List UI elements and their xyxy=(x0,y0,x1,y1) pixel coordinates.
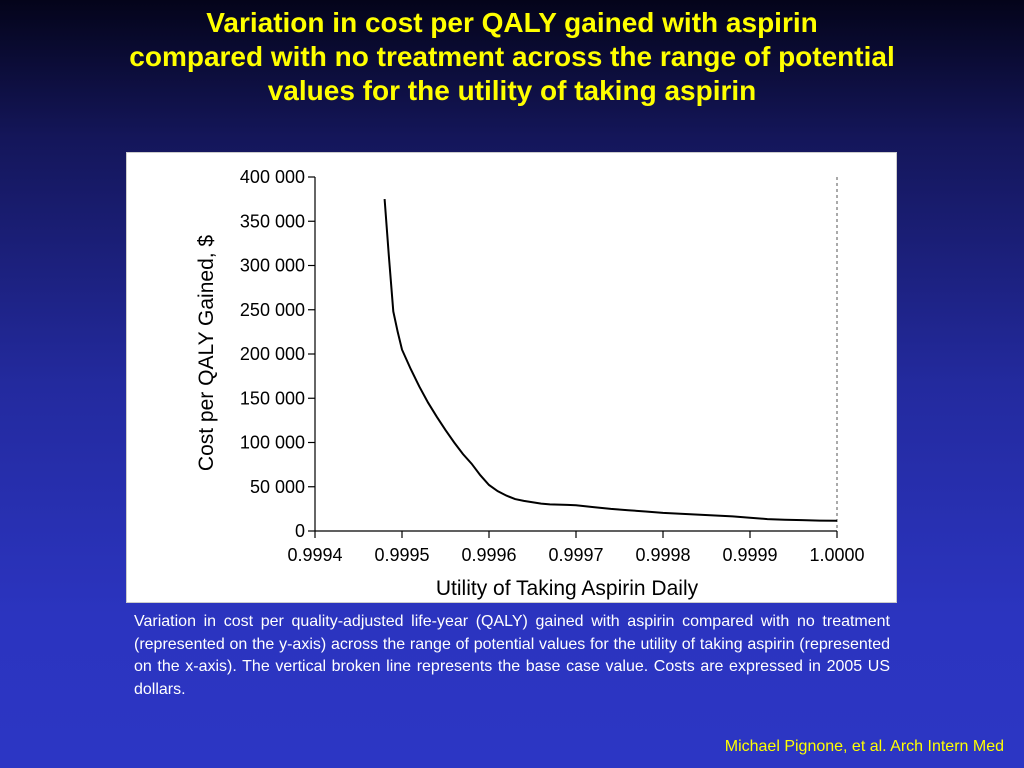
y-tick-label: 100 000 xyxy=(240,433,305,453)
x-tick-label: 0.9995 xyxy=(374,545,429,565)
chart-panel: 0 50 000 100 000 150 000 200 000 250 000 300 0… xyxy=(126,152,897,603)
y-tick-label: 200 000 xyxy=(240,344,305,364)
x-tick-label: 0.9997 xyxy=(548,545,603,565)
citation: Michael Pignone, et al. Arch Intern Med xyxy=(724,738,1004,755)
cost-per-qaly-line xyxy=(383,199,838,522)
y-axis-ticks: 0 50 000 100 000 150 000 200 000 250 000 300 0… xyxy=(240,167,315,541)
x-axis-title: Utility of Taking Aspirin Daily xyxy=(436,577,699,600)
title-line-3: values for the utility of taking aspirin xyxy=(267,75,757,106)
x-tick-label: 1.0000 xyxy=(809,545,864,565)
chart-series xyxy=(383,199,838,522)
cost-per-qaly-chart: 0 50 000 100 000 150 000 200 000 250 000 300 0… xyxy=(195,167,865,600)
x-tick-label: 0.9999 xyxy=(722,545,777,565)
x-tick-label: 0.9996 xyxy=(461,545,516,565)
figure-caption: Variation in cost per quality-adjusted l… xyxy=(134,613,890,698)
y-tick-label: 400 000 xyxy=(240,167,305,187)
y-tick-label: 350 000 xyxy=(240,211,305,231)
y-tick-label: 250 000 xyxy=(240,300,305,320)
y-tick-label: 150 000 xyxy=(240,388,305,408)
y-tick-label: 0 xyxy=(295,521,305,541)
title-line-2: compared with no treatment across the ra… xyxy=(129,41,895,72)
y-tick-label: 50 000 xyxy=(250,477,305,497)
y-tick-label: 300 000 xyxy=(240,256,305,276)
chart-axes xyxy=(314,177,837,532)
slide-title: Variation in cost per QALY gained with a… xyxy=(10,6,1014,108)
y-axis-title: Cost per QALY Gained, $ xyxy=(195,235,218,472)
x-axis-ticks: 0.9994 0.9995 0.9996 0.9997 0.9998 0.9999 1.00… xyxy=(287,531,865,565)
x-tick-label: 0.9994 xyxy=(287,545,342,565)
title-line-1: Variation in cost per QALY gained with a… xyxy=(206,7,818,38)
x-tick-label: 0.9998 xyxy=(635,545,690,565)
